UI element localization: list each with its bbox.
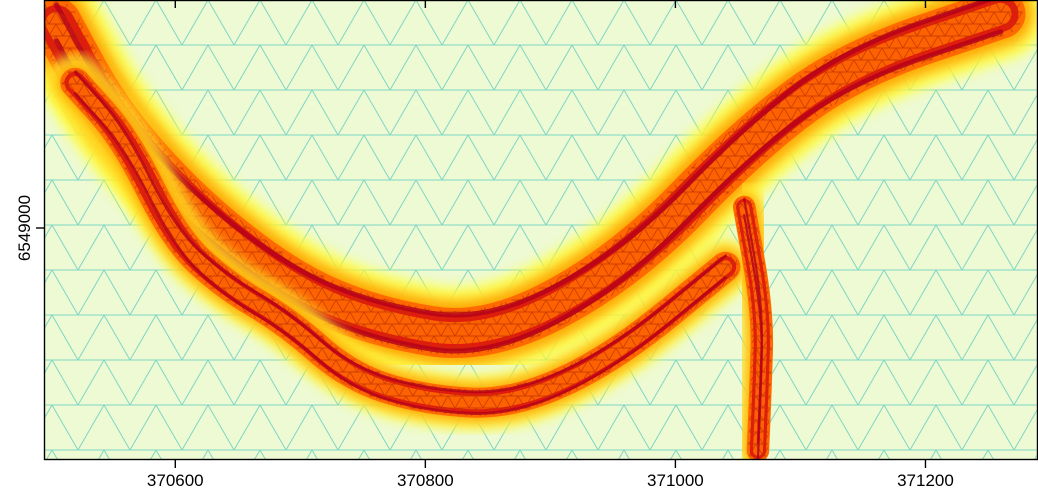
x-tick-label: 371200 [897,471,954,490]
x-axis-top [174,0,927,8]
channel-1-mesh [62,69,739,416]
channel-2-edge [743,213,763,460]
y-axis: 6549000 [15,195,44,261]
channel-layer [44,0,1038,460]
y-tick-label: 6549000 [15,195,34,261]
channel-1-edge [73,70,727,394]
channel-1-edge [73,92,727,416]
x-axis: 370600 370800 371000 371200 [147,460,954,490]
x-tick-label: 371000 [647,471,704,490]
x-tick-label: 370800 [397,471,454,490]
x-tick-label: 370600 [147,471,204,490]
